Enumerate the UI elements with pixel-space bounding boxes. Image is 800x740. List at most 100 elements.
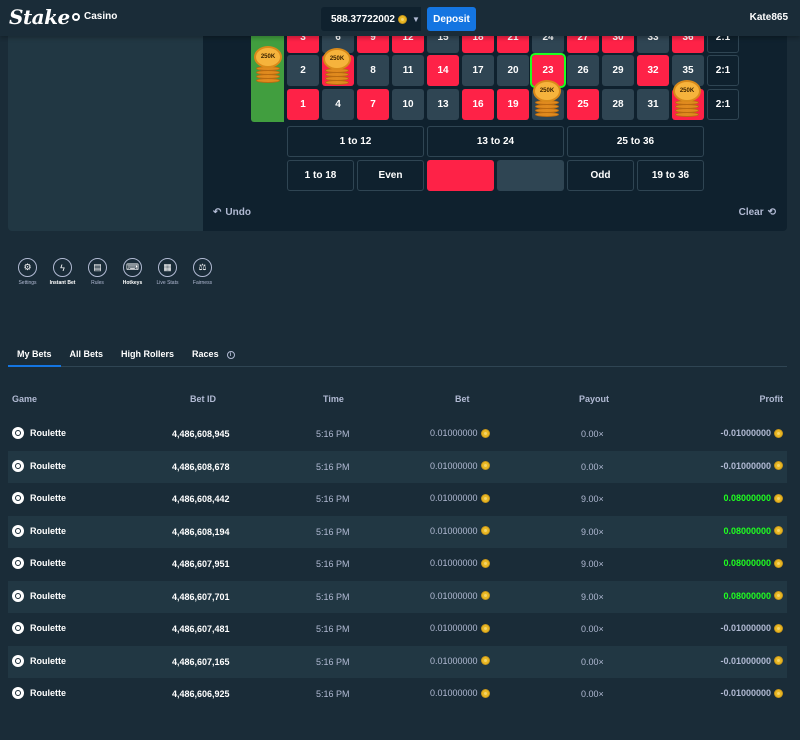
game-cell[interactable]: Roulette	[12, 687, 66, 699]
game-cell[interactable]: Roulette	[12, 459, 66, 472]
game-name: Roulette	[30, 525, 66, 536]
number-cell-21[interactable]: 21	[497, 36, 529, 53]
game-cell[interactable]: Roulette	[12, 427, 66, 439]
column-bet-1[interactable]: 2:1	[707, 36, 739, 53]
number-cell-18[interactable]: 18	[462, 36, 494, 53]
chip-stack-22[interactable]: 250K	[533, 80, 561, 120]
number-cell-19[interactable]: 19	[497, 89, 529, 120]
dozen-25-to-36[interactable]: 25 to 36	[567, 126, 704, 157]
bet-amount-cell: 0.01000000	[430, 493, 490, 503]
game-cell[interactable]: Roulette	[12, 622, 66, 634]
number-cell-7[interactable]: 7	[357, 89, 389, 120]
number-cell-31[interactable]: 31	[637, 89, 669, 120]
number-cell-3[interactable]: 3	[287, 36, 319, 53]
number-cell-8[interactable]: 8	[357, 55, 389, 86]
tool-settings[interactable]: ⚙ Settings	[10, 258, 45, 286]
number-cell-25[interactable]: 25	[567, 89, 599, 120]
lightning-icon: ϟ	[53, 258, 72, 277]
bet-id[interactable]: 4,486,608,945	[172, 429, 230, 439]
chip-stack-34[interactable]: 250K	[673, 80, 701, 120]
bet-id[interactable]: 4,486,607,481	[172, 624, 230, 634]
column-bet-2[interactable]: 2:1	[707, 55, 739, 86]
game-cell[interactable]: Roulette	[12, 654, 66, 667]
number-cell-2[interactable]: 2	[287, 55, 319, 86]
tab-my-bets[interactable]: My Bets	[8, 345, 61, 367]
number-cell-28[interactable]: 28	[602, 89, 634, 120]
tool-rules[interactable]: ▤ Rules	[80, 258, 115, 286]
game-cell[interactable]: Roulette	[12, 589, 66, 602]
table-row[interactable]: Roulette 4,486,607,165 5:16 PM 0.01000000 0.…	[8, 645, 787, 678]
table-row[interactable]: Roulette 4,486,608,194 5:16 PM 0.01000000 9.…	[8, 515, 787, 548]
number-cell-33[interactable]: 33	[637, 36, 669, 53]
tab-races[interactable]: Races i	[183, 345, 244, 367]
bet-19-to-36[interactable]: 19 to 36	[637, 160, 704, 191]
undo-button[interactable]: ↶ Undo	[213, 207, 251, 218]
tab-high-rollers[interactable]: High Rollers	[121, 349, 175, 359]
number-cell-30[interactable]: 30	[602, 36, 634, 53]
clear-button[interactable]: Clear ⟲	[739, 207, 776, 218]
number-cell-9[interactable]: 9	[357, 36, 389, 53]
number-cell-17[interactable]: 17	[462, 55, 494, 86]
number-cell-36[interactable]: 36	[672, 36, 704, 53]
number-cell-1[interactable]: 1	[287, 89, 319, 120]
stake-logo[interactable]: Stake	[9, 5, 70, 29]
number-cell-20[interactable]: 20	[497, 55, 529, 86]
tool-fairness[interactable]: ⚖ Fairness	[185, 258, 220, 286]
info-icon[interactable]: i	[226, 351, 235, 359]
bet-id[interactable]: 4,486,608,678	[172, 461, 230, 472]
tool-hotkeys[interactable]: ⌨ Hotkeys	[115, 258, 150, 286]
number-cell-12[interactable]: 12	[392, 36, 424, 53]
tool-label: Instant Bet	[49, 280, 76, 286]
bet-1-to-18[interactable]: 1 to 18	[287, 160, 354, 191]
number-cell-29[interactable]: 29	[602, 55, 634, 86]
number-cell-26[interactable]: 26	[567, 55, 599, 86]
table-row[interactable]: Roulette 4,486,608,442 5:16 PM 0.01000000 9.…	[8, 483, 787, 516]
number-cell-10[interactable]: 10	[392, 89, 424, 120]
number-cell-14[interactable]: 14	[427, 55, 459, 86]
bet-id[interactable]: 4,486,608,194	[172, 526, 230, 537]
table-row[interactable]: Roulette 4,486,607,951 5:16 PM 0.01000000 9.…	[8, 548, 787, 581]
tool-live-stats[interactable]: ▦ Live Stats	[150, 258, 185, 286]
profit-cell: 0.08000000	[723, 591, 783, 601]
column-bet-3[interactable]: 2:1	[707, 89, 739, 120]
wallet-balance-selector[interactable]: 588.37722002 ▼	[321, 7, 421, 31]
gear-icon: ⚙	[18, 258, 37, 277]
game-cell[interactable]: Roulette	[12, 492, 66, 504]
tab-all-bets[interactable]: All Bets	[69, 349, 104, 359]
tool-instant-bet[interactable]: ϟ Instant Bet	[45, 258, 80, 286]
number-cell-32[interactable]: 32	[637, 55, 669, 86]
game-cell[interactable]: Roulette	[12, 557, 66, 569]
bet-odd[interactable]: Odd	[567, 160, 634, 191]
deposit-button[interactable]: Deposit	[427, 7, 476, 31]
bet-amount: 0.01000000	[430, 493, 478, 503]
number-cell-11[interactable]: 11	[392, 55, 424, 86]
dozen-1-to-12[interactable]: 1 to 12	[287, 126, 424, 157]
bet-id[interactable]: 4,486,608,442	[172, 494, 230, 504]
number-cell-4[interactable]: 4	[322, 89, 354, 120]
bet-black[interactable]	[497, 160, 564, 191]
tab-races-label: Races	[192, 349, 219, 359]
chip-stack-5[interactable]: 250K	[323, 48, 351, 88]
table-row[interactable]: Roulette 4,486,608,945 5:16 PM 0.01000000 0.…	[8, 418, 787, 451]
casino-link[interactable]: Casino	[72, 11, 117, 22]
number-cell-16[interactable]: 16	[462, 89, 494, 120]
table-row[interactable]: Roulette 4,486,608,678 5:16 PM 0.01000000 0.…	[8, 450, 787, 483]
number-cell-24[interactable]: 24	[532, 36, 564, 53]
username-menu[interactable]: Kate865	[749, 12, 788, 23]
bet-id[interactable]: 4,486,607,951	[172, 559, 230, 569]
table-row[interactable]: Roulette 4,486,606,925 5:16 PM 0.01000000 0.…	[8, 678, 787, 711]
table-row[interactable]: Roulette 4,486,607,481 5:16 PM 0.01000000 0.…	[8, 613, 787, 646]
bet-amount: 0.01000000	[430, 655, 478, 666]
bet-id[interactable]: 4,486,607,701	[172, 591, 230, 602]
dozen-13-to-24[interactable]: 13 to 24	[427, 126, 564, 157]
bet-id[interactable]: 4,486,606,925	[172, 689, 230, 699]
number-cell-15[interactable]: 15	[427, 36, 459, 53]
number-cell-27[interactable]: 27	[567, 36, 599, 53]
bet-even[interactable]: Even	[357, 160, 424, 191]
bet-id[interactable]: 4,486,607,165	[172, 656, 230, 667]
chip-stack-zero[interactable]: 250K	[254, 46, 282, 86]
number-cell-13[interactable]: 13	[427, 89, 459, 120]
game-cell[interactable]: Roulette	[12, 524, 66, 537]
table-row[interactable]: Roulette 4,486,607,701 5:16 PM 0.01000000 9.…	[8, 580, 787, 613]
bet-red[interactable]	[427, 160, 494, 191]
